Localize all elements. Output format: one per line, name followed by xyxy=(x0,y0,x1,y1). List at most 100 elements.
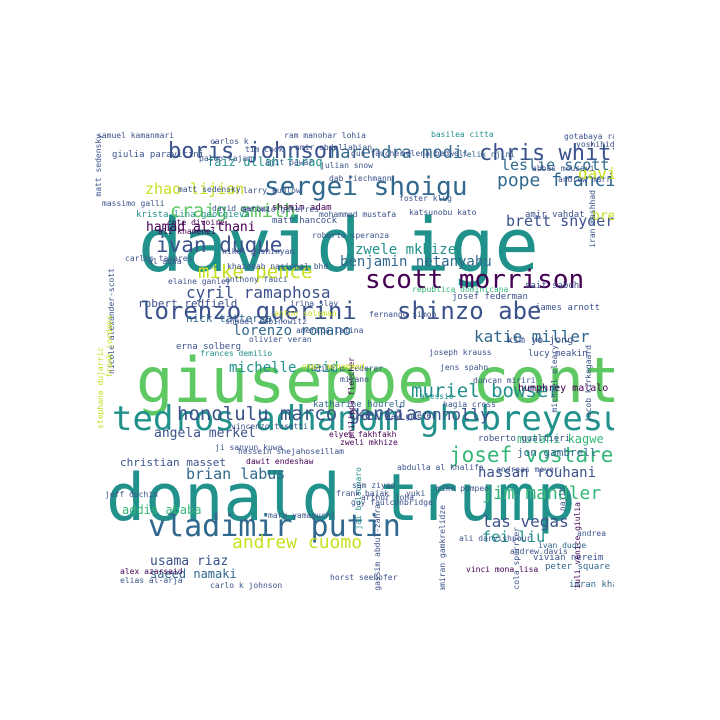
word-donald-trump: donald trump xyxy=(106,461,576,536)
word-shamim-adam: shamim adam xyxy=(272,203,332,213)
word-kim-yo-jong: kim yo jong xyxy=(507,335,574,346)
word-nicola-spurrier: nicola spurrier xyxy=(512,527,521,590)
word-hassan-rouhani: hassan rouhani xyxy=(478,465,597,481)
word-imran-khan: imran khan xyxy=(569,580,614,590)
word-abdulla-al-khalifa: abdulla al khalifa xyxy=(397,463,484,472)
word-mohammed-mustafa: mohammed mustafa xyxy=(319,210,397,219)
word-michelle-reid: michelle reid xyxy=(229,360,339,376)
word-ivan-duque: ivan duque xyxy=(538,541,587,550)
word-joseph-krauss: joseph krauss xyxy=(429,348,492,357)
word-vivian-nereim: vivian nereim xyxy=(533,553,604,563)
word-yuki: yuki xyxy=(406,489,426,498)
word-antonio-guterres: antonio guterres xyxy=(242,205,320,214)
word-duncan-miriri: duncan miriri xyxy=(473,376,536,385)
word-carlo-k-johnson: carlo k johnson xyxy=(210,581,283,590)
word-zweli-mkhize: zweli mkhize xyxy=(340,438,398,447)
word-ji-sanyun-kuwa: ji sanyun kuwa xyxy=(215,443,283,452)
word-basilea-citta: basilea citta xyxy=(431,130,494,139)
word-andreas-meyer: andreas meyer xyxy=(496,465,559,474)
word-guy-faulconbridge: guy faulconbridge xyxy=(351,498,433,507)
word-brian-labus: brian labus xyxy=(186,465,286,483)
word-vinci-mona-lisa: vinci mona lisa xyxy=(466,565,539,574)
word-elyes-fakhfakh: elyes fakhfakh xyxy=(329,430,397,439)
word-horst-seehofer: horst seehofer xyxy=(330,573,398,582)
word-america-latina: america latina xyxy=(296,326,364,335)
word-cloud: donald trump giuseppe conte david ige tedro… xyxy=(92,128,614,590)
word-andrew-marr: andrew marr xyxy=(558,175,611,184)
word-mary-yamaguchi: mary yamaguchi xyxy=(268,511,336,520)
word-khazanah-nasional-bhd: khazanah nasional bhd xyxy=(227,262,329,271)
word-usama-riaz: usama riaz xyxy=(150,554,229,569)
word-samuel-kamanmari: samuel kamanmari xyxy=(97,131,175,140)
word-saeed-namaki: saeed namaki xyxy=(150,567,237,581)
word-erna-solberg: erna solberg xyxy=(176,342,242,352)
word-robert-redfield: robert redfield xyxy=(138,297,238,310)
word-tedros-adhanom-ghebreyesus: tedros adhanom ghebreyesus xyxy=(112,399,614,439)
word-roberto-speranza: roberto speranza xyxy=(312,231,390,240)
word-benjamin-netanyahu: benjamin netanyahu xyxy=(340,254,492,270)
word-larry-kudlow: larry kudlow xyxy=(243,186,301,195)
word-josef-federman: josef federman xyxy=(452,292,528,302)
word-felix-njini: felix njini xyxy=(462,150,515,159)
word-jens-spahn: jens spahn xyxy=(440,363,489,372)
word-friuli-venice-giulia: friuli venice giulia xyxy=(573,502,582,590)
word-david-ige: david ige xyxy=(138,203,539,289)
word-julian-snow: julian snow xyxy=(320,161,373,170)
word-vincenzo-tosetti: vincenzo tosetti xyxy=(231,422,309,431)
word-helena-bedwell: helena bedwell xyxy=(401,149,469,158)
word-iran-mashhad: iran mashhad xyxy=(588,190,597,248)
word-pope-francis: pope francis xyxy=(497,170,614,191)
word-paleo-kajam: paleo kajam xyxy=(199,154,252,163)
word-david-sassoli: david sassoli xyxy=(578,164,614,183)
word-fernando-simon: fernando simon xyxy=(369,310,437,319)
word-sergei-shoigu: sergei shoigu xyxy=(264,172,468,202)
word-andrew-davis: andrew davis xyxy=(510,547,568,556)
word-jim-mandler: jim mandler xyxy=(482,483,602,504)
word-chris-whitty: chris whitty xyxy=(479,141,614,166)
word-elias-al-arja: elias al-arja xyxy=(120,576,183,585)
word-al-aqsa: al aqsa xyxy=(148,257,182,266)
word-lucy-meakin: lucy meakin xyxy=(528,349,588,359)
word-kay-gu: kay gu xyxy=(386,412,415,421)
word-zhao-lijian: zhao lijian xyxy=(145,180,245,198)
word-yoshihide-suga: yoshihide suga xyxy=(576,140,614,149)
word-michael-oleary: michael oleary xyxy=(550,345,559,413)
word-tim-cook: tim cook xyxy=(245,145,284,154)
word-frances-demilio: frances demilio xyxy=(200,349,273,358)
word-olivier-veran: olivier veran xyxy=(249,335,312,344)
word-giuseppe-conte: giuseppe conte xyxy=(136,344,614,417)
word-ajit-pawar: ajit pawar xyxy=(265,158,314,167)
word-anthony-fauci: anthony fauci xyxy=(225,275,288,284)
word-addis-ababa: addis ababa xyxy=(122,503,202,517)
word-anton-soloman: anton soloman xyxy=(274,309,337,318)
word-foster-klug: foster klug xyxy=(399,194,452,203)
word-dab-riechmann: dab riechmann xyxy=(329,174,392,183)
word-hossein-shejahoseillam: hossein shejahoseillam xyxy=(238,447,344,456)
word-jacob-kirkegaard: jacob kirkegaard xyxy=(584,345,593,423)
word-narendra-modi: narendra modi xyxy=(330,143,464,163)
word-ali-darvishpour: ali darvishpour xyxy=(459,534,532,543)
word-carlos-tavares: carlos tavares xyxy=(125,254,193,263)
word-saif-saboh: saif saboh xyxy=(525,281,580,291)
word-roberto-gualtieri: roberto gualtieri xyxy=(478,434,571,444)
word-katharine-houreld: katharine houreld xyxy=(313,400,406,410)
word-dawit-endeshaw: dawit endeshaw xyxy=(246,457,314,466)
word-craig-smith: craig smith xyxy=(170,200,296,222)
word-nikol-pashinyan: nikol pashinyan xyxy=(222,247,295,256)
word-frank-bajak: frank bajak xyxy=(336,489,389,498)
word-abbas-mousavi: abbas mousavi xyxy=(532,164,595,173)
word-andrea: andrea xyxy=(577,529,606,538)
word-cyril-ramaphosa: cyril ramaphosa xyxy=(186,283,331,302)
word-arthur-joha: arthur joha xyxy=(361,493,414,502)
word-alex-azarsaid: alex azarsaid xyxy=(120,567,183,576)
word-amir-vahdat: amir vahdat xyxy=(525,210,585,220)
word-omar-mohammed: omar mohammed xyxy=(302,362,365,371)
word-carlos-k: carlos k xyxy=(210,137,249,146)
word-katie-miller: katie miller xyxy=(474,327,590,346)
word-elaine-ganley: elaine ganley xyxy=(168,277,231,286)
word-kevin-connolly: kevin connolly xyxy=(355,405,490,424)
word-peter-square: peter square xyxy=(545,562,611,572)
word-boris-johnson: boris johnson xyxy=(168,139,341,164)
word-ram-manohar-lohia: ram manohar lohia xyxy=(284,131,366,140)
word-krista-lina-georgieva: krista lina georgieva xyxy=(136,210,250,220)
